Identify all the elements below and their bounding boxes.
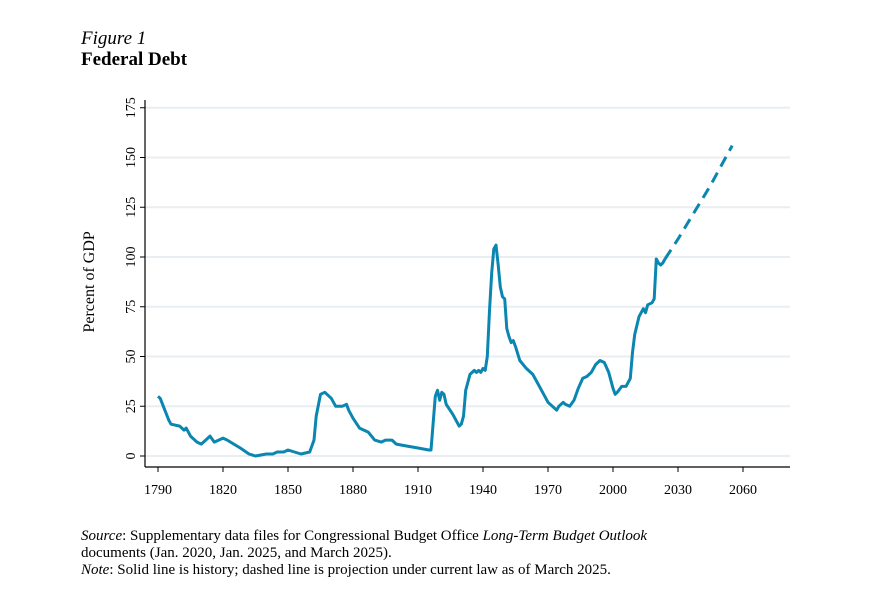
- y-tick-label: 100: [124, 247, 139, 268]
- history-line: [156, 243, 667, 458]
- note-line: Note: Solid line is history; dashed line…: [81, 562, 647, 579]
- x-tick-label: 1880: [339, 483, 367, 498]
- chart-notes: Source: Supplementary data files for Con…: [81, 528, 647, 579]
- y-tick-label: 75: [124, 300, 139, 314]
- figure-label: Figure 1: [81, 28, 147, 49]
- x-tick-label: 2030: [664, 483, 692, 498]
- x-tick-label: 1820: [209, 483, 237, 498]
- source-line-2: documents (Jan. 2020, Jan. 2025, and Mar…: [81, 545, 392, 561]
- y-tick-label: 175: [124, 97, 139, 118]
- x-tick-label: 2000: [599, 483, 627, 498]
- y-tick-label: 50: [124, 350, 139, 364]
- source-label: Source: [81, 528, 123, 544]
- x-tick-label: 1790: [144, 483, 172, 498]
- y-tick-label: 25: [124, 399, 139, 413]
- source-text: : Supplementary data files for Congressi…: [122, 528, 483, 544]
- chart-title: Federal Debt: [81, 49, 188, 70]
- note-text: : Solid line is history; dashed line is …: [109, 562, 611, 578]
- y-tick-label: 150: [124, 147, 139, 168]
- y-tick-label: 125: [124, 197, 139, 218]
- x-tick-label: 1850: [274, 483, 302, 498]
- x-tick-label: 1970: [534, 483, 562, 498]
- projection-line: [663, 144, 734, 260]
- x-tick-label: 1940: [469, 483, 497, 498]
- x-tick-label: 1910: [404, 483, 432, 498]
- source-line: Source: Supplementary data files for Con…: [81, 528, 647, 545]
- source-publication: Long-Term Budget Outlook: [482, 528, 648, 544]
- y-tick-label: 0: [124, 453, 139, 460]
- x-tick-label: 2060: [729, 483, 757, 498]
- note-label: Note: [81, 562, 110, 578]
- y-axis-label: Percent of GDP: [81, 231, 98, 332]
